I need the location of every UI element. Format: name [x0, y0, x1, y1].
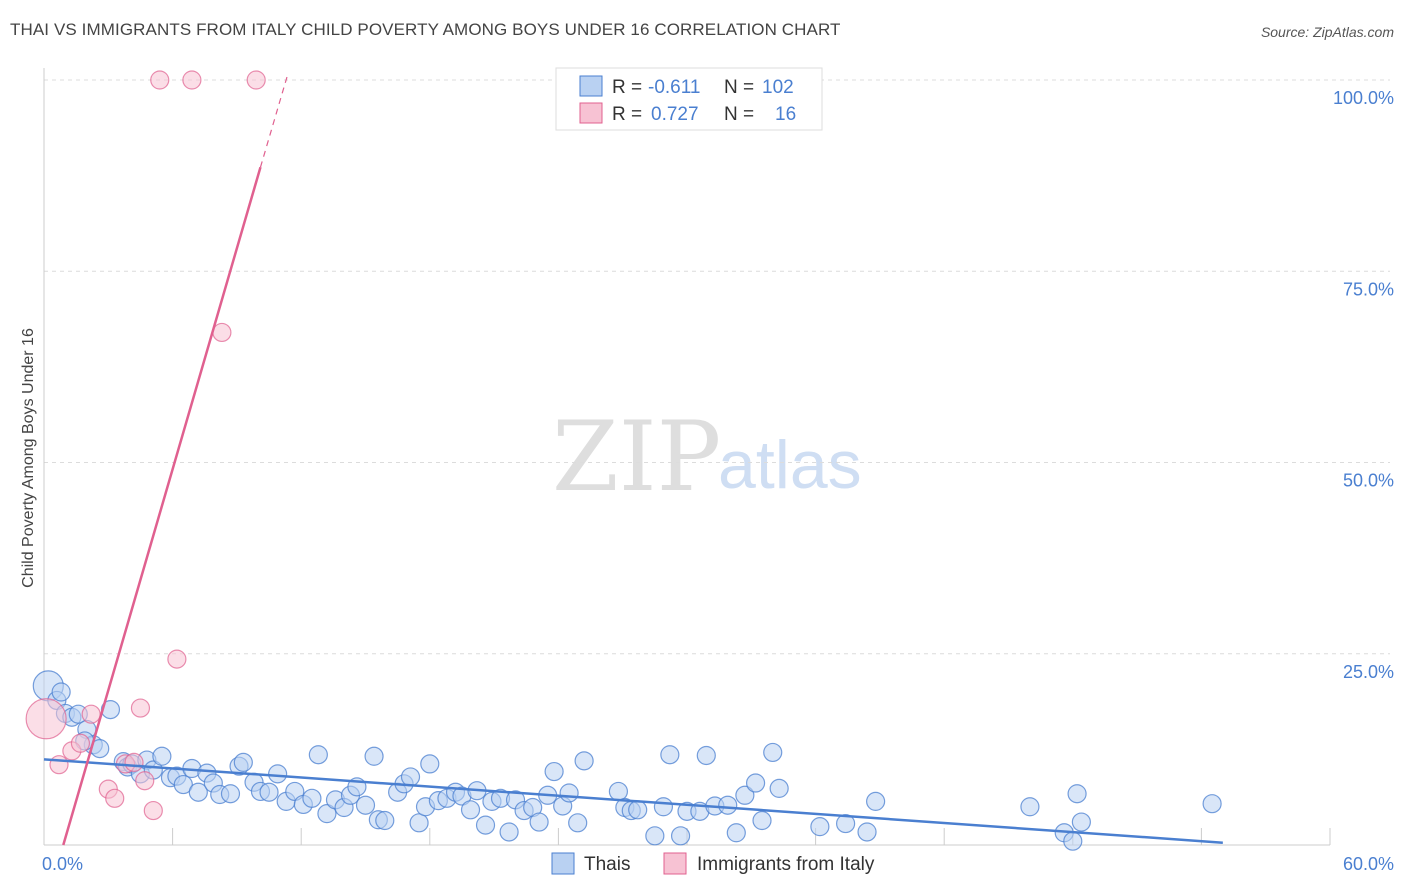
thais-point	[670, 826, 691, 846]
legend-label-italy: Immigrants from Italy	[697, 854, 875, 875]
thais-point	[1063, 831, 1083, 851]
thais-point	[268, 764, 288, 784]
thais-point	[559, 783, 579, 803]
thais-point	[735, 785, 755, 805]
thais-point	[475, 815, 496, 835]
italy-point	[124, 752, 144, 772]
thais-point	[420, 754, 440, 774]
thais-point	[375, 810, 395, 831]
y-tick-label: 50.0%	[1343, 471, 1394, 491]
thais-point	[660, 745, 680, 765]
legend-label-thais: Thais	[584, 854, 630, 875]
thais-point	[173, 774, 193, 795]
trend-line-italy	[62, 166, 262, 846]
thais-point	[188, 782, 208, 802]
italy-point	[182, 70, 202, 90]
x-tick-label: 60.0%	[1343, 854, 1394, 874]
italy-point	[81, 704, 101, 724]
stats-n-label-thais: N =	[724, 77, 754, 98]
italy-point	[143, 800, 163, 821]
stats-r-value-thais: -0.611	[648, 77, 700, 98]
thais-point	[152, 746, 172, 766]
stats-swatch-thais	[579, 75, 603, 97]
stats-n-label-italy: N =	[724, 104, 754, 125]
thais-point	[1071, 812, 1091, 832]
thais-point	[544, 761, 564, 782]
italy-point	[167, 649, 187, 669]
thais-point	[752, 810, 772, 831]
thais-point	[769, 778, 789, 798]
thais-point	[866, 791, 886, 811]
stats-r-value-italy: 0.727	[651, 104, 699, 125]
thais-point	[1067, 784, 1087, 804]
legend-swatch-thais	[551, 852, 575, 875]
stats-n-value-thais: 102	[762, 77, 794, 98]
italy-point	[130, 698, 151, 718]
italy-point	[135, 771, 155, 791]
trend-line-thais	[43, 758, 1223, 844]
italy-point	[105, 788, 125, 808]
italy-point	[49, 755, 69, 775]
thais-point	[628, 800, 648, 820]
series-italy	[25, 70, 266, 821]
thais-point	[763, 742, 783, 763]
thais-point	[645, 826, 665, 846]
thais-point	[364, 746, 384, 766]
watermark-atlas: atlas	[718, 427, 862, 503]
thais-point	[355, 795, 376, 815]
series-legend: Thais Immigrants from Italy	[551, 852, 875, 875]
trend-lines	[43, 72, 1223, 846]
y-axis-label: Child Poverty Among Boys Under 16	[20, 328, 37, 588]
stats-legend: R = -0.611 N = 102 R = 0.727 N = 16	[555, 67, 823, 131]
stats-n-value-italy: 16	[775, 104, 796, 125]
thais-point	[499, 822, 519, 842]
thais-point	[745, 773, 766, 793]
italy-point	[150, 70, 170, 90]
gridlines	[44, 79, 1390, 655]
thais-point	[574, 751, 594, 771]
y-tick-label: 100.0%	[1333, 88, 1394, 108]
thais-point	[608, 781, 629, 802]
stats-r-label-italy: R =	[612, 104, 642, 125]
chart-title: THAI VS IMMIGRANTS FROM ITALY CHILD POVE…	[10, 20, 841, 39]
thais-point	[857, 822, 877, 842]
thais-point	[400, 767, 421, 787]
x-tick-label: 0.0%	[42, 854, 83, 874]
tick-labels: 25.0% 50.0% 75.0% 100.0% 0.0% 60.0%	[42, 88, 1394, 874]
thais-point	[653, 797, 674, 817]
thais-point	[529, 812, 549, 832]
thais-point	[409, 813, 429, 833]
thais-point	[220, 784, 241, 804]
trend-line-italy-extension	[259, 72, 289, 168]
italy-point	[25, 698, 67, 740]
y-tick-label: 25.0%	[1343, 662, 1394, 682]
italy-point	[246, 70, 266, 90]
thais-point	[233, 752, 253, 772]
stats-r-label-thais: R =	[612, 77, 642, 98]
thais-point	[568, 813, 588, 833]
italy-point	[212, 322, 232, 343]
thais-point	[51, 682, 71, 702]
thais-point	[1020, 797, 1040, 817]
thais-point	[836, 813, 856, 834]
legend-swatch-italy	[663, 852, 687, 875]
watermark-zip: ZIP	[552, 401, 721, 513]
thais-point	[1202, 794, 1222, 814]
thais-point	[726, 823, 746, 843]
series-thais	[32, 670, 1222, 851]
thais-point	[718, 795, 738, 815]
stats-swatch-italy	[579, 102, 603, 124]
thais-point	[696, 745, 716, 766]
thais-point	[460, 800, 481, 820]
y-tick-label: 75.0%	[1343, 279, 1394, 299]
thais-point	[259, 782, 279, 802]
thais-point	[308, 745, 328, 765]
italy-point	[70, 733, 91, 753]
thais-point	[317, 804, 337, 824]
thais-point	[302, 788, 322, 808]
source-label: Source: ZipAtlas.com	[1260, 24, 1394, 40]
thais-point	[810, 817, 830, 837]
